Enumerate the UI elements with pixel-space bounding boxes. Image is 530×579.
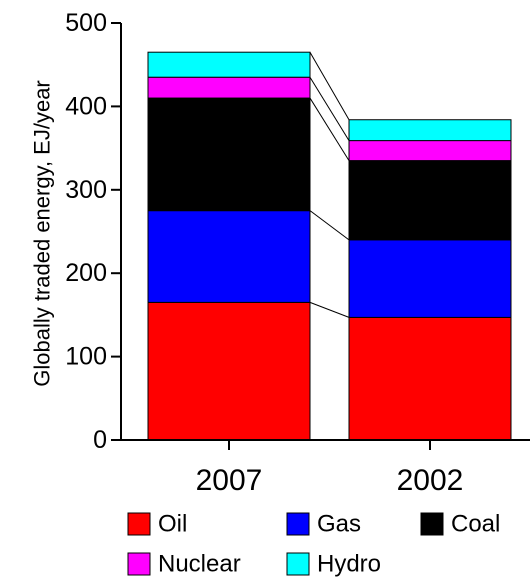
connector-line (309, 301, 350, 318)
bar-segment (348, 140, 512, 162)
legend: Oil Gas Coal Nuclear Hydro (127, 511, 500, 578)
bar-segment (147, 51, 311, 78)
legend-swatch (286, 512, 310, 536)
bar-segment (147, 210, 311, 303)
bar-segment (348, 160, 512, 241)
x-tick-label: 2002 (397, 464, 464, 497)
x-tick-label: 2007 (196, 464, 263, 497)
legend-swatch (127, 552, 151, 576)
y-tick-label: 400 (65, 92, 107, 120)
bar-segment (348, 316, 512, 441)
legend-item: Nuclear (127, 551, 241, 578)
bar-segment (147, 97, 311, 212)
bar-segment (348, 119, 512, 142)
y-tick-label: 0 (93, 426, 107, 454)
axes (120, 23, 530, 441)
legend-item: Gas (286, 511, 361, 538)
connector-lines (309, 51, 350, 318)
legend-label: Gas (317, 511, 361, 538)
x-ticks: 2007 2002 (196, 440, 464, 497)
connector-line (309, 210, 350, 241)
connector-line (309, 51, 350, 120)
y-ticks: 0 100 200 300 400 500 (65, 9, 121, 454)
legend-swatch (127, 512, 151, 536)
legend-item: Oil (127, 511, 187, 538)
legend-label: Coal (451, 511, 500, 538)
legend-label: Oil (158, 511, 187, 538)
legend-swatch (286, 552, 310, 576)
legend-item: Coal (420, 511, 500, 538)
bar-segment (147, 301, 311, 441)
y-tick-label: 500 (65, 9, 107, 37)
legend-label: Hydro (317, 551, 381, 578)
y-tick-label: 300 (65, 176, 107, 204)
y-axis-title: Globally traded energy, EJ/year (30, 80, 55, 387)
legend-label: Nuclear (158, 551, 241, 578)
y-tick-label: 200 (65, 259, 107, 287)
legend-swatch (420, 512, 444, 536)
y-tick-label: 100 (65, 343, 107, 371)
connector-line (309, 97, 350, 161)
bar-segment (147, 76, 311, 99)
bar-segment (348, 239, 512, 318)
legend-item: Hydro (286, 551, 381, 578)
connector-line (309, 76, 350, 141)
bars (147, 51, 512, 441)
